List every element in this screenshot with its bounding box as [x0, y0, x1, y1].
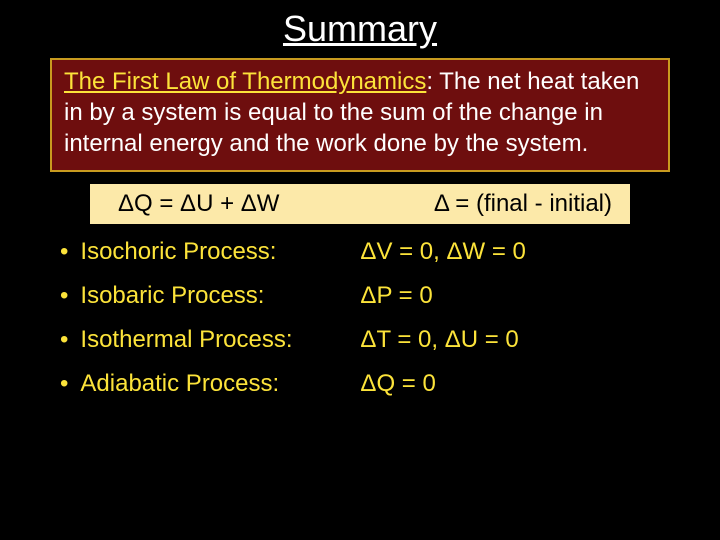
list-item: • Isochoric Process: ΔV = 0, ΔW = 0: [60, 238, 650, 266]
process-equation: ΔP = 0: [360, 282, 432, 310]
list-item: • Isobaric Process: ΔP = 0: [60, 282, 650, 310]
process-name: Isobaric Process:: [80, 282, 360, 310]
bullet-icon: •: [60, 282, 68, 310]
list-item: • Isothermal Process: ΔT = 0, ΔU = 0: [60, 326, 650, 354]
bullet-icon: •: [60, 238, 68, 266]
first-law-statement: The First Law of Thermodynamics: The net…: [50, 58, 670, 172]
page-title: Summary: [0, 0, 720, 54]
process-name: Isochoric Process:: [80, 238, 360, 266]
process-equation: ΔT = 0, ΔU = 0: [360, 326, 518, 354]
process-equation: ΔV = 0, ΔW = 0: [360, 238, 525, 266]
process-equation: ΔQ = 0: [360, 370, 435, 398]
bullet-icon: •: [60, 326, 68, 354]
equation-box: ΔQ = ΔU + ΔW Δ = (final - initial): [90, 184, 630, 224]
heat-equation: ΔQ = ΔU + ΔW: [102, 190, 279, 218]
process-name: Isothermal Process:: [80, 326, 360, 354]
delta-definition: Δ = (final - initial): [434, 190, 618, 218]
bullet-icon: •: [60, 370, 68, 398]
law-name: The First Law of Thermodynamics: [64, 68, 426, 95]
process-name: Adiabatic Process:: [80, 370, 360, 398]
list-item: • Adiabatic Process: ΔQ = 0: [60, 370, 650, 398]
process-list: • Isochoric Process: ΔV = 0, ΔW = 0 • Is…: [60, 238, 650, 398]
